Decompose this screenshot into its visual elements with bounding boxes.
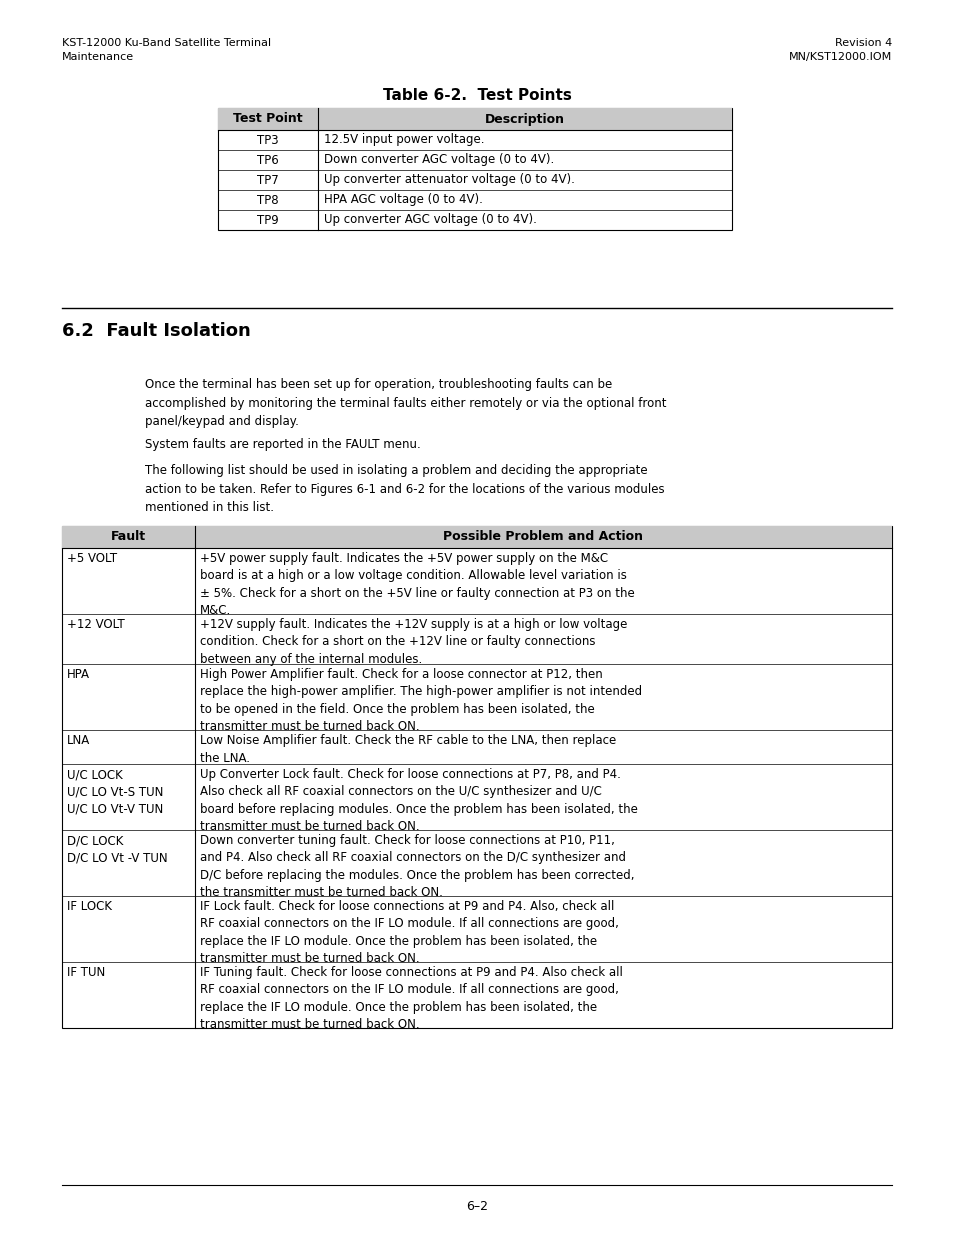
Text: System faults are reported in the FAULT menu.: System faults are reported in the FAULT …: [145, 438, 420, 451]
Text: 12.5V input power voltage.: 12.5V input power voltage.: [324, 133, 484, 147]
Text: U/C LOCK
U/C LO Vt-S TUN
U/C LO Vt-V TUN: U/C LOCK U/C LO Vt-S TUN U/C LO Vt-V TUN: [67, 768, 163, 816]
Text: Up converter attenuator voltage (0 to 4V).: Up converter attenuator voltage (0 to 4V…: [324, 173, 575, 186]
Bar: [218, 107, 731, 130]
Text: Up Converter Lock fault. Check for loose connections at P7, P8, and P4.
Also che: Up Converter Lock fault. Check for loose…: [200, 768, 638, 834]
Text: TP3: TP3: [257, 133, 278, 147]
Text: IF Tuning fault. Check for loose connections at P9 and P4. Also check all
RF coa: IF Tuning fault. Check for loose connect…: [200, 966, 622, 1031]
Text: IF LOCK: IF LOCK: [67, 900, 112, 913]
Text: IF TUN: IF TUN: [67, 966, 105, 979]
Bar: [218, 107, 731, 230]
Text: +12V supply fault. Indicates the +12V supply is at a high or low voltage
conditi: +12V supply fault. Indicates the +12V su…: [200, 618, 627, 666]
Text: HPA: HPA: [67, 668, 90, 680]
Text: Revision 4: Revision 4: [834, 38, 891, 48]
Text: TP9: TP9: [257, 214, 278, 226]
Text: Test Point: Test Point: [233, 112, 302, 126]
Text: +12 VOLT: +12 VOLT: [67, 618, 125, 631]
Text: 6–2: 6–2: [465, 1200, 488, 1213]
Text: HPA AGC voltage (0 to 4V).: HPA AGC voltage (0 to 4V).: [324, 194, 482, 206]
Text: Possible Problem and Action: Possible Problem and Action: [443, 531, 643, 543]
Text: Description: Description: [484, 112, 564, 126]
Text: Low Noise Amplifier fault. Check the RF cable to the LNA, then replace
the LNA.: Low Noise Amplifier fault. Check the RF …: [200, 734, 616, 764]
Text: KST-12000 Ku-Band Satellite Terminal: KST-12000 Ku-Band Satellite Terminal: [62, 38, 271, 48]
Text: Down converter AGC voltage (0 to 4V).: Down converter AGC voltage (0 to 4V).: [324, 153, 554, 167]
Text: Maintenance: Maintenance: [62, 52, 134, 62]
Text: +5V power supply fault. Indicates the +5V power supply on the M&C
board is at a : +5V power supply fault. Indicates the +5…: [200, 552, 634, 618]
Text: The following list should be used in isolating a problem and deciding the approp: The following list should be used in iso…: [145, 464, 664, 514]
Text: Table 6-2.  Test Points: Table 6-2. Test Points: [382, 88, 571, 103]
Text: High Power Amplifier fault. Check for a loose connector at P12, then
replace the: High Power Amplifier fault. Check for a …: [200, 668, 641, 734]
Text: D/C LOCK
D/C LO Vt -V TUN: D/C LOCK D/C LO Vt -V TUN: [67, 834, 168, 864]
Text: Once the terminal has been set up for operation, troubleshooting faults can be
a: Once the terminal has been set up for op…: [145, 378, 666, 429]
Text: IF Lock fault. Check for loose connections at P9 and P4. Also, check all
RF coax: IF Lock fault. Check for loose connectio…: [200, 900, 618, 966]
Text: +5 VOLT: +5 VOLT: [67, 552, 117, 564]
Text: TP7: TP7: [257, 173, 278, 186]
Text: 6.2  Fault Isolation: 6.2 Fault Isolation: [62, 322, 251, 340]
Text: TP6: TP6: [257, 153, 278, 167]
Text: MN/KST12000.IOM: MN/KST12000.IOM: [788, 52, 891, 62]
Text: LNA: LNA: [67, 734, 91, 747]
Text: TP8: TP8: [257, 194, 278, 206]
Bar: [62, 526, 891, 548]
Text: Up converter AGC voltage (0 to 4V).: Up converter AGC voltage (0 to 4V).: [324, 214, 537, 226]
Bar: [62, 526, 891, 1028]
Text: Down converter tuning fault. Check for loose connections at P10, P11,
and P4. Al: Down converter tuning fault. Check for l…: [200, 834, 634, 899]
Text: Fault: Fault: [111, 531, 146, 543]
